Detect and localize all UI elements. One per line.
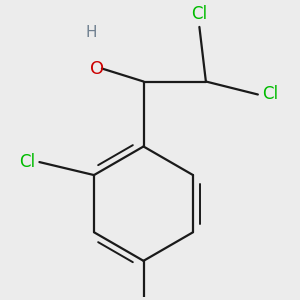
Text: Cl: Cl <box>20 153 35 171</box>
Text: Cl: Cl <box>191 5 207 23</box>
Text: Cl: Cl <box>262 85 278 103</box>
Text: O: O <box>90 59 104 77</box>
Text: H: H <box>86 25 97 40</box>
